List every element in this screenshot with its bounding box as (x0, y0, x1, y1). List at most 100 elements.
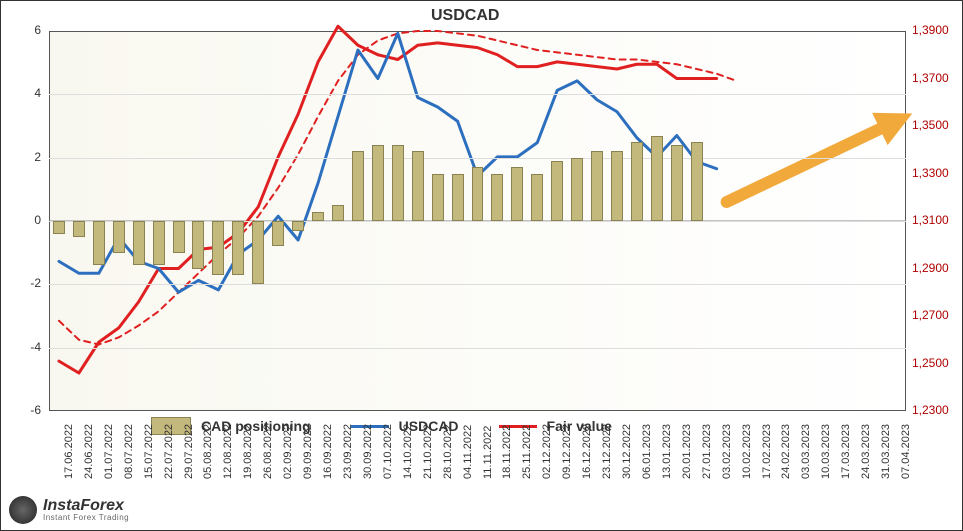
y-left-tick-label: -2 (30, 276, 41, 290)
chart-container: USDCAD CAD positioning USDCAD Fair value… (0, 0, 963, 531)
x-tick-label: 27.01.2023 (701, 424, 713, 479)
bar (292, 221, 304, 231)
x-tick-label: 23.12.2022 (601, 424, 613, 479)
bar (412, 151, 424, 221)
x-tick-label: 29.07.2022 (183, 424, 195, 479)
y-left-tick-label: -4 (30, 340, 41, 354)
x-tick-label: 07.04.2023 (900, 424, 912, 479)
gridline-h (49, 94, 906, 95)
y-right-tick-label: 1,3100 (912, 213, 949, 227)
x-tick-label: 23.09.2022 (342, 424, 354, 479)
x-tick-label: 30.09.2022 (362, 424, 374, 479)
x-tick-label: 06.01.2023 (641, 424, 653, 479)
x-tick-label: 24.06.2022 (83, 424, 95, 479)
bar (153, 221, 165, 265)
x-tick-label: 19.08.2022 (242, 424, 254, 479)
bar (571, 158, 583, 221)
bar (392, 145, 404, 221)
y-left-tick-label: 2 (34, 150, 41, 164)
x-tick-label: 16.09.2022 (322, 424, 334, 479)
x-tick-label: 05.08.2022 (202, 424, 214, 479)
y-right-tick-label: 1,3700 (912, 71, 949, 85)
bar (252, 221, 264, 284)
watermark-text: InstaForex Instant Forex Trading (43, 498, 129, 522)
x-tick-label: 01.07.2022 (103, 424, 115, 479)
y-right-tick-label: 1,3900 (912, 23, 949, 37)
x-tick-label: 17.03.2023 (840, 424, 852, 479)
x-tick-label: 18.11.2022 (501, 425, 513, 479)
bar (93, 221, 105, 265)
bar (432, 174, 444, 222)
legend-item-red: Fair value (499, 418, 612, 434)
watermark-subtitle: Instant Forex Trading (43, 514, 129, 522)
x-tick-label: 03.02.2023 (721, 424, 733, 479)
bar (671, 145, 683, 221)
bar (372, 145, 384, 221)
y-right-tick-label: 1,3500 (912, 118, 949, 132)
x-tick-label: 10.02.2023 (741, 424, 753, 479)
x-tick-label: 31.03.2023 (880, 424, 892, 479)
gridline-h (49, 284, 906, 285)
bar (491, 174, 503, 222)
bar (312, 212, 324, 222)
x-tick-label: 12.08.2022 (222, 424, 234, 479)
bar (531, 174, 543, 222)
y-left-tick-label: 6 (34, 23, 41, 37)
bar (611, 151, 623, 221)
x-tick-label: 17.06.2022 (63, 424, 75, 479)
x-tick-label: 26.08.2022 (262, 424, 274, 479)
y-right-tick-label: 1,3300 (912, 166, 949, 180)
x-tick-label: 25.11.2022 (521, 425, 533, 479)
x-tick-label: 10.03.2023 (820, 424, 832, 479)
bar (651, 136, 663, 222)
x-tick-label: 15.07.2022 (143, 424, 155, 479)
x-tick-label: 08.07.2022 (123, 424, 135, 479)
x-tick-label: 04.11.2022 (462, 425, 474, 479)
bar (212, 221, 224, 275)
x-tick-label: 21.10.2022 (422, 424, 434, 479)
bar (332, 205, 344, 221)
watermark: InstaForex Instant Forex Trading (9, 496, 129, 524)
bar (133, 221, 145, 265)
bar (631, 142, 643, 221)
y-right-tick-label: 1,2700 (912, 308, 949, 322)
x-tick-label: 30.12.2022 (621, 424, 633, 479)
bar (232, 221, 244, 275)
bar (472, 167, 484, 221)
x-tick-label: 14.10.2022 (402, 424, 414, 479)
x-tick-label: 17.02.2023 (761, 424, 773, 479)
bar (192, 221, 204, 269)
bar (73, 221, 85, 237)
x-tick-label: 11.11.2022 (482, 426, 494, 479)
y-left-tick-label: -6 (30, 403, 41, 417)
bar (551, 161, 563, 221)
x-tick-label: 07.10.2022 (382, 424, 394, 479)
bar (53, 221, 65, 234)
y-left-tick-label: 0 (34, 213, 41, 227)
y-right-tick-label: 1,2300 (912, 403, 949, 417)
x-tick-label: 16.12.2022 (581, 424, 593, 479)
watermark-brand: InstaForex (43, 498, 129, 514)
bar (452, 174, 464, 222)
gridline-h (49, 158, 906, 159)
x-tick-label: 02.12.2022 (541, 424, 553, 479)
y-left-tick-label: 4 (34, 86, 41, 100)
gridline-h (49, 348, 906, 349)
bar (113, 221, 125, 253)
bar (352, 151, 364, 221)
legend-label-bars: CAD positioning (201, 418, 311, 434)
bar (591, 151, 603, 221)
bar (272, 221, 284, 246)
x-tick-label: 02.09.2022 (282, 424, 294, 479)
x-tick-label: 28.10.2022 (442, 424, 454, 479)
y-right-tick-label: 1,2500 (912, 356, 949, 370)
bar (173, 221, 185, 253)
x-tick-label: 09.09.2022 (302, 424, 314, 479)
x-tick-label: 03.03.2023 (800, 424, 812, 479)
bar (511, 167, 523, 221)
x-tick-label: 22.07.2022 (163, 424, 175, 479)
x-tick-label: 09.12.2022 (561, 424, 573, 479)
x-tick-label: 20.01.2023 (681, 424, 693, 479)
watermark-logo-icon (9, 496, 37, 524)
trend-arrow (727, 121, 896, 202)
